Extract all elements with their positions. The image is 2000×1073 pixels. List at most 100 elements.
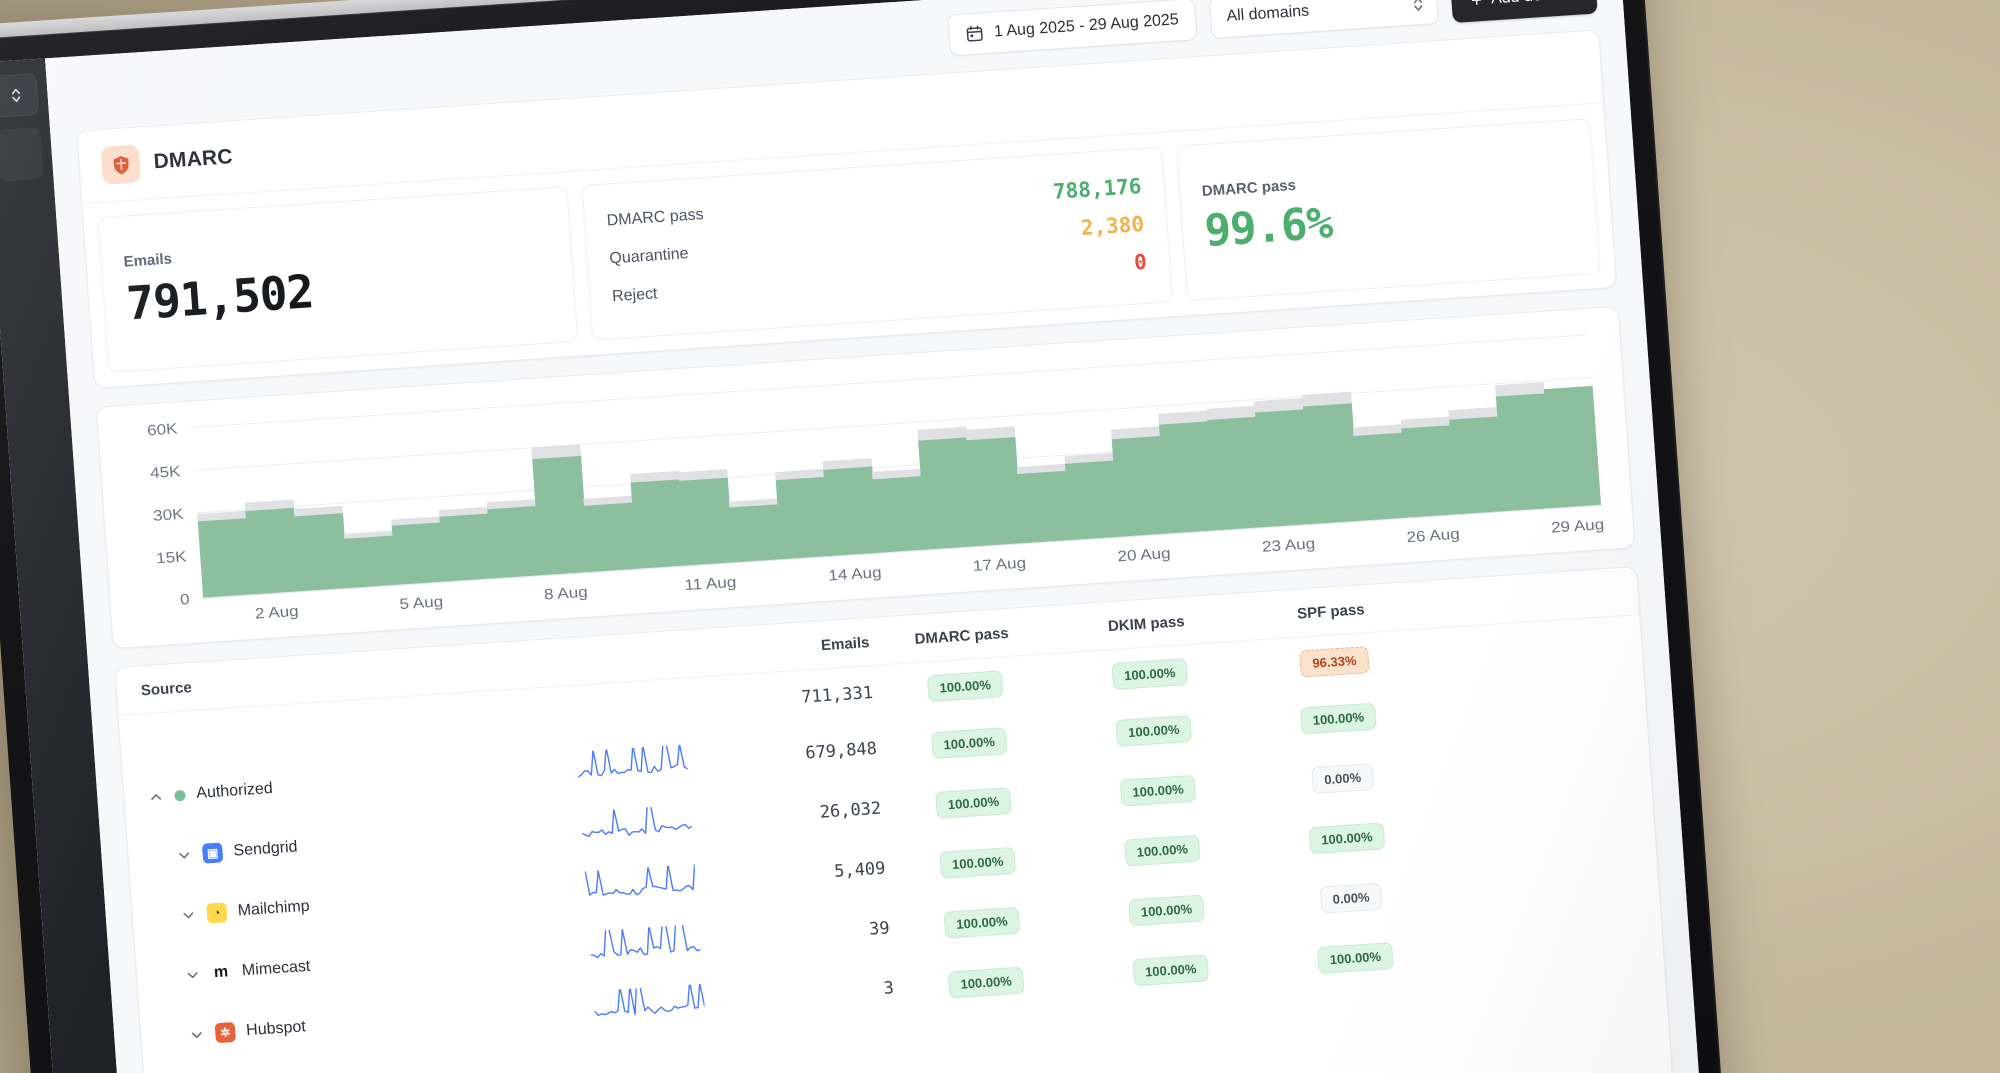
breakdown-value: 788,176	[1052, 174, 1143, 204]
chart-bar-other	[1352, 424, 1403, 437]
date-range-picker[interactable]: 1 Aug 2025 - 29 Aug 2025	[947, 0, 1198, 57]
chart-bar-pass	[775, 476, 831, 560]
chart-bar-other	[197, 510, 247, 522]
total-dkim-pass-cell: 100.00%	[1057, 654, 1244, 693]
table-body: 711,331 100.00% 100.00% 96.33% Authorized 679…	[119, 615, 1665, 1068]
emails-cell: 26,032	[819, 798, 882, 823]
domain-filter-select[interactable]: All domains	[1208, 0, 1439, 40]
trend-cell	[581, 802, 733, 846]
chevron-down-icon[interactable]	[189, 1026, 205, 1042]
chart-bar-other	[1254, 397, 1304, 413]
dkim-pass-badge: 100.00%	[1119, 774, 1197, 807]
spf-pass-cell: 100.00%	[1262, 938, 1449, 977]
chevron-up-icon[interactable]	[148, 789, 164, 805]
dkim-pass-cell: 100.00%	[1077, 950, 1264, 989]
dkim-pass-badge: 100.00%	[1111, 658, 1189, 690]
source-name: Authorized	[195, 779, 274, 802]
table-row[interactable]: m Mimecast 39 100.00% 100.00% 0.00%	[135, 847, 1660, 1008]
source-name: Mimecast	[241, 957, 311, 980]
page-title: DMARC	[152, 145, 234, 174]
shield-badge	[100, 144, 142, 185]
x-axis-tick-label: 29 Aug	[1551, 516, 1605, 536]
dmarc-pass-cell: 100.00%	[884, 843, 1071, 882]
spf-pass-badge: 0.00%	[1311, 762, 1374, 794]
dmarc-pass-rate-stat: DMARC pass 99.6%	[1175, 118, 1602, 302]
chart-bar-other	[871, 468, 922, 480]
dmarc-summary-card: DMARC Emails 791,502 DMARC pass 788,176 Qu…	[76, 29, 1618, 389]
chart-bar-pass	[583, 502, 638, 573]
chart-bar-pass	[344, 535, 397, 589]
y-axis-tick-label: 45K	[150, 463, 182, 482]
chart-bar-other	[244, 499, 295, 512]
dmarc-pass-badge: 100.00%	[934, 786, 1012, 819]
source-cell: m Mimecast	[160, 938, 590, 986]
monitor-bezel: 1 Aug 2025 - 29 Aug 2025 All domains + A…	[0, 0, 1737, 1073]
gridline	[191, 334, 1589, 429]
chart-bar-pass	[1254, 409, 1312, 528]
table-row[interactable]: ◔ Mailchimp 5,409 100.00% 100.00% 100.00%	[131, 788, 1656, 949]
volume-chart: 0 15K 30K 45K 60K 2 Aug 5 Aug 8 Aug 11 Aug 14 Aug…	[120, 326, 1612, 639]
chart-bar-other	[1302, 391, 1352, 407]
column-header-dkim-pass[interactable]: DKIM pass	[1107, 613, 1186, 636]
chevron-down-icon[interactable]	[185, 967, 201, 983]
chart-bar-pass	[729, 504, 783, 563]
dkim-pass-cell: 100.00%	[1065, 771, 1252, 810]
chart-bar-pass	[1207, 416, 1264, 531]
domain-filter-value: All domains	[1225, 2, 1310, 25]
spf-pass-cell: 100.00%	[1254, 818, 1441, 857]
spf-pass-cell: 0.00%	[1249, 758, 1436, 797]
sparkline	[584, 864, 696, 896]
x-axis-tick-label: 14 Aug	[828, 564, 882, 584]
dmarc-pass-cell: 100.00%	[880, 783, 1067, 822]
chart-bar-pass	[1449, 416, 1505, 515]
chart-bar-other	[1495, 381, 1545, 397]
chart-bar-other	[678, 469, 728, 481]
column-header-spf-pass[interactable]: SPF pass	[1296, 601, 1366, 623]
breakdown-value: 0	[1133, 249, 1148, 275]
sparkline	[581, 804, 693, 838]
chart-bar-pass	[294, 513, 349, 592]
spf-pass-cell: 0.00%	[1258, 878, 1445, 917]
table-row[interactable]: ✲ Hubspot 3 100.00% 100.00% 100.00%	[139, 907, 1664, 1068]
y-axis-tick-label: 0	[179, 591, 190, 608]
emails-cell: 5,409	[833, 858, 887, 882]
chevron-down-icon[interactable]	[176, 847, 192, 863]
spf-pass-badge: 100.00%	[1308, 821, 1386, 854]
column-header-dmarc-pass[interactable]: DMARC pass	[914, 624, 1010, 649]
dkim-pass-cell: 100.00%	[1061, 711, 1248, 750]
table-row[interactable]: Authorized 679,848 100.00% 100.00% 100.00%	[122, 668, 1647, 829]
chart-bar-pass	[678, 477, 734, 567]
add-domain-button[interactable]: + Add domain	[1449, 0, 1598, 24]
volume-chart-card: 0 15K 30K 45K 60K 2 Aug 5 Aug 8 Aug 11 Aug 14 Aug…	[95, 305, 1636, 650]
chart-bar-pass	[1017, 470, 1072, 544]
chart-bar-pass	[1495, 393, 1553, 512]
dmarc-pass-badge: 100.00%	[943, 906, 1021, 939]
column-header-emails[interactable]: Emails	[820, 634, 870, 655]
chart-bar-pass	[966, 437, 1023, 547]
workspace-switcher[interactable]	[0, 73, 40, 118]
spf-pass-badge: 96.33%	[1299, 646, 1370, 678]
dmarc-pass-cell: 100.00%	[876, 723, 1063, 762]
chevron-down-icon[interactable]	[180, 907, 196, 923]
chart-bar-other	[438, 506, 489, 517]
x-axis-tick-label: 23 Aug	[1261, 535, 1315, 555]
gridline	[194, 376, 1592, 471]
sidebar-nav-block[interactable]	[0, 126, 44, 182]
chart-bar-other	[822, 458, 873, 470]
breakdown-label: Reject	[611, 285, 659, 306]
chart-bar-other	[1448, 407, 1498, 420]
total-source-cell	[144, 712, 573, 740]
mimecast-logo: m	[213, 963, 229, 982]
emails-cell: 679,848	[804, 738, 878, 764]
chart-bar-other	[775, 468, 825, 481]
table-row[interactable]: ▣ Sendgrid 26,032 100.00% 100.00% 0.00%	[127, 728, 1652, 889]
dmarc-pass-badge: 100.00%	[930, 726, 1008, 759]
dkim-pass-cell: 100.00%	[1069, 830, 1256, 869]
dashboard-content: DMARC Emails 791,502 DMARC pass 788,176 Qu…	[50, 28, 1713, 1073]
chart-bar-other	[630, 470, 680, 483]
total-emails-cell: 711,331	[800, 682, 874, 708]
dmarc-card-header: DMARC	[77, 30, 1604, 205]
date-range-text: 1 Aug 2025 - 29 Aug 2025	[993, 11, 1180, 41]
emails-cell: 39	[868, 918, 891, 940]
chart-bar-other	[965, 426, 1016, 441]
